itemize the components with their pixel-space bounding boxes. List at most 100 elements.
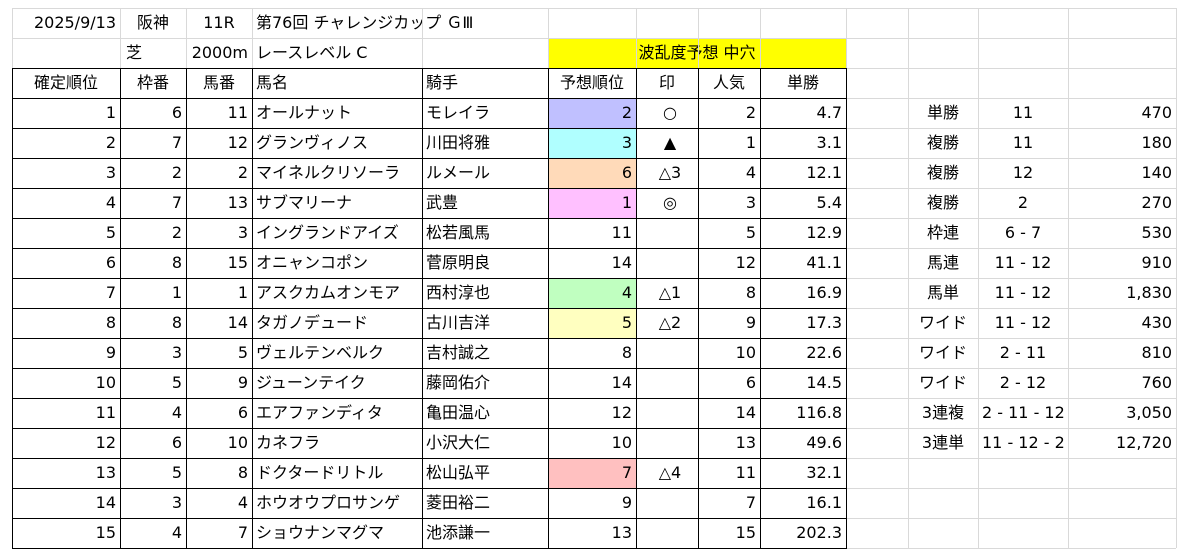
cell-predicted-rank[interactable]: 6 (548, 158, 636, 188)
payout-amount[interactable]: 140 (1141, 163, 1172, 182)
cell-win-odds[interactable]: 16.1 (806, 493, 842, 512)
payout-combination[interactable]: 11 - 12 (994, 253, 1052, 272)
race-level[interactable]: レースレベル C (256, 43, 368, 62)
cell-jockey[interactable]: 菱田裕二 (426, 493, 491, 512)
cell-finish-position[interactable]: 6 (105, 253, 116, 272)
cell-horse-name[interactable]: エアファンディタ (256, 403, 383, 422)
cell-win-odds[interactable]: 17.3 (806, 313, 842, 332)
cell-predicted-rank[interactable]: 14 (611, 373, 632, 392)
cell-jockey[interactable]: ルメール (426, 163, 491, 182)
cell-finish-position[interactable]: 14 (95, 493, 116, 512)
race-distance[interactable]: 2000m (191, 43, 248, 62)
cell-frame-number[interactable]: 3 (171, 343, 182, 362)
cell-frame-number[interactable]: 5 (171, 463, 182, 482)
cell-finish-position[interactable]: 7 (105, 283, 116, 302)
cell-predicted-rank[interactable]: 3 (548, 128, 636, 158)
cell-win-odds[interactable]: 12.1 (806, 163, 842, 182)
payout-combination[interactable]: 11 (1012, 133, 1034, 152)
payout-combination[interactable]: 11 (1012, 103, 1034, 122)
payout-amount[interactable]: 810 (1141, 343, 1172, 362)
cell-frame-number[interactable]: 7 (171, 193, 182, 212)
cell-win-odds[interactable]: 16.9 (806, 283, 842, 302)
payout-amount[interactable]: 180 (1141, 133, 1172, 152)
cell-frame-number[interactable]: 3 (171, 493, 182, 512)
cell-mark[interactable] (636, 248, 698, 278)
cell-horse-number[interactable]: 10 (227, 433, 248, 452)
cell-finish-position[interactable]: 5 (105, 223, 116, 242)
cell-finish-position[interactable]: 3 (105, 163, 116, 182)
cell-predicted-rank[interactable]: 12 (611, 403, 632, 422)
payout-amount[interactable]: 530 (1141, 223, 1172, 242)
cell-horse-name[interactable]: ジューンテイク (256, 373, 366, 392)
cell-mark[interactable]: △2 (658, 313, 682, 332)
cell-finish-position[interactable]: 1 (105, 103, 116, 122)
cell-popularity[interactable]: 4 (745, 163, 756, 182)
payout-bet-type[interactable]: ワイド (918, 373, 967, 392)
cell-finish-position[interactable]: 4 (105, 193, 116, 212)
cell-horse-number[interactable]: 1 (237, 283, 248, 302)
cell-horse-number[interactable]: 14 (227, 313, 248, 332)
cell-jockey[interactable]: 亀田温心 (426, 403, 491, 422)
cell-jockey[interactable]: 古川吉洋 (426, 313, 491, 332)
cell-popularity[interactable]: 12 (735, 253, 756, 272)
cell-win-odds[interactable]: 32.1 (806, 463, 842, 482)
payout-bet-type[interactable]: ワイド (918, 313, 967, 332)
payout-amount[interactable]: 3,050 (1126, 403, 1172, 422)
payout-bet-type[interactable]: 複勝 (926, 193, 959, 212)
cell-predicted-rank[interactable]: 11 (611, 223, 632, 242)
cell-mark[interactable]: ◎ (663, 193, 677, 212)
cell-popularity[interactable]: 5 (745, 223, 756, 242)
cell-horse-number[interactable]: 12 (227, 133, 248, 152)
cell-finish-position[interactable]: 10 (95, 373, 116, 392)
cell-win-odds[interactable]: 4.7 (816, 103, 842, 122)
cell-popularity[interactable]: 15 (735, 523, 756, 542)
payout-bet-type[interactable]: 枠連 (926, 223, 959, 242)
cell-popularity[interactable]: 2 (745, 103, 756, 122)
payout-combination[interactable]: 2 (1017, 193, 1029, 212)
cell-finish-position[interactable]: 15 (95, 523, 116, 542)
cell-mark[interactable] (636, 428, 698, 458)
cell-horse-number[interactable]: 5 (237, 343, 248, 362)
payout-combination[interactable]: 11 - 12 (994, 313, 1052, 332)
cell-horse-number[interactable]: 9 (237, 373, 248, 392)
cell-horse-name[interactable]: ホウオウプロサンゲ (256, 493, 401, 512)
cell-win-odds[interactable]: 49.6 (806, 433, 842, 452)
cell-win-odds[interactable]: 116.8 (796, 403, 842, 422)
cell-popularity[interactable]: 14 (735, 403, 756, 422)
column-header-waku[interactable]: 枠番 (136, 73, 169, 92)
cell-finish-position[interactable]: 12 (95, 433, 116, 452)
cell-jockey[interactable]: 菅原明良 (426, 253, 491, 272)
cell-horse-name[interactable]: マイネルクリソーラ (256, 163, 401, 182)
cell-mark[interactable] (636, 338, 698, 368)
cell-predicted-rank[interactable]: 9 (621, 493, 632, 512)
column-header-odds[interactable]: 単勝 (786, 73, 819, 92)
cell-mark[interactable] (636, 518, 698, 548)
cell-horse-name[interactable]: ヴェルテンベルク (256, 343, 385, 362)
column-header-pred[interactable]: 予想順位 (559, 73, 624, 92)
cell-horse-number[interactable]: 13 (227, 193, 248, 212)
cell-horse-number[interactable]: 3 (237, 223, 248, 242)
cell-mark[interactable]: △4 (658, 463, 682, 482)
cell-predicted-rank[interactable]: 1 (548, 188, 636, 218)
cell-win-odds[interactable]: 41.1 (806, 253, 842, 272)
cell-horse-number[interactable]: 15 (227, 253, 248, 272)
payout-bet-type[interactable]: 複勝 (926, 133, 959, 152)
cell-horse-name[interactable]: ショウナンマグマ (256, 523, 385, 542)
cell-mark[interactable] (636, 398, 698, 428)
cell-popularity[interactable]: 11 (735, 463, 756, 482)
cell-horse-number[interactable]: 11 (227, 103, 248, 122)
cell-horse-name[interactable]: カネフラ (256, 433, 321, 452)
race-number[interactable]: 11R (203, 13, 235, 32)
cell-jockey[interactable]: 藤岡佑介 (426, 373, 491, 392)
cell-jockey[interactable]: 川田将雅 (426, 133, 491, 152)
cell-jockey[interactable]: 吉村誠之 (426, 343, 491, 362)
cell-jockey[interactable]: モレイラ (426, 103, 491, 122)
payout-bet-type[interactable]: 単勝 (926, 103, 959, 122)
cell-horse-number[interactable]: 8 (237, 463, 248, 482)
cell-popularity[interactable]: 10 (735, 343, 756, 362)
cell-finish-position[interactable]: 11 (95, 403, 116, 422)
cell-frame-number[interactable]: 6 (171, 433, 182, 452)
race-name[interactable]: 第76回 チャレンジカップ ＧⅢ (256, 13, 474, 32)
race-date[interactable]: 2025/9/13 (33, 13, 116, 32)
cell-mark[interactable] (636, 218, 698, 248)
